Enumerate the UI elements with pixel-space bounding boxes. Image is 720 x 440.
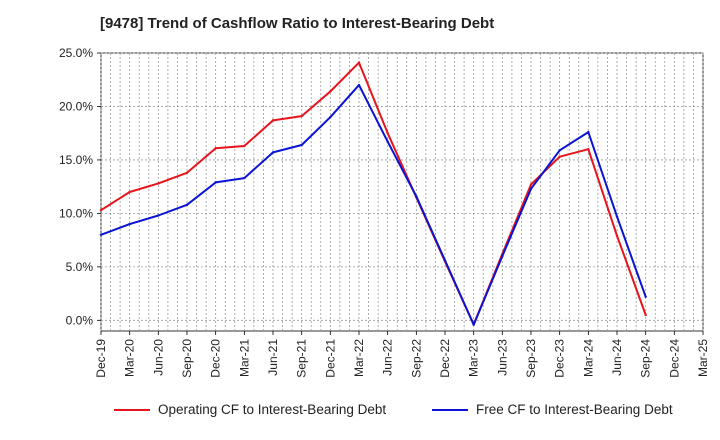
series-point-1 [415,195,418,198]
series-line-0 [100,61,647,326]
x-tick-label: Mar-25 [696,339,710,377]
series-point-1 [501,254,504,258]
x-tick-label: Dec-24 [667,339,681,378]
series-point-1 [243,176,246,180]
y-tick-label: 5.0% [66,260,94,274]
series-point-0 [615,234,619,238]
x-tick-label: Sep-24 [639,339,653,378]
series-point-1 [300,143,303,147]
series-point-0 [386,131,389,135]
x-tick-label: Dec-22 [438,339,452,378]
series-point-0 [529,183,533,186]
series-point-0 [357,61,361,64]
x-tick-label: Mar-21 [237,339,251,377]
plot-area [100,52,704,332]
series-point-1 [644,295,647,298]
series-point-0 [644,313,647,317]
series-point-0 [300,114,303,118]
x-tick-label: Mar-20 [123,339,137,377]
x-tick-label: Mar-24 [581,339,595,377]
series-point-0 [185,171,189,174]
series-point-0 [558,155,561,158]
legend-swatch-operating-cf [114,408,150,411]
y-tick-label: 20.0% [59,99,93,113]
series-point-1 [558,149,561,152]
series-line-1 [100,84,647,326]
series-point-1 [214,181,217,184]
series-point-1 [615,215,619,218]
x-tick-label: Dec-19 [94,339,108,378]
series-point-0 [243,144,246,148]
x-tick-label: Jun-23 [495,339,509,376]
x-tick-label: Dec-21 [323,339,337,378]
y-tick-label: 15.0% [59,153,93,167]
legend-swatch-free-cf [432,408,468,411]
x-tick-label: Sep-20 [180,339,194,378]
series-point-1 [128,222,131,226]
series-point-1 [529,187,533,190]
y-tick-label: 10.0% [59,206,93,220]
series-point-0 [587,148,590,151]
series-point-0 [157,182,160,185]
series-point-1 [472,323,475,326]
x-tick-label: Sep-21 [295,339,309,378]
x-tick-label: Dec-20 [209,339,223,378]
series-point-0 [271,119,275,122]
x-tick-label: Jun-21 [266,339,280,376]
series-point-1 [99,233,103,236]
x-tick-label: Sep-23 [524,339,538,378]
series-point-0 [214,146,217,150]
legend-label-free-cf: Free CF to Interest-Bearing Debt [476,402,673,417]
series-point-1 [185,203,189,207]
series-point-1 [157,214,160,217]
series-point-1 [357,83,361,87]
legend-label-operating-cf: Operating CF to Interest-Bearing Debt [158,402,387,417]
y-tick-label: 0.0% [66,313,94,327]
x-tick-label: Dec-23 [553,339,567,378]
x-tick-label: Jun-20 [151,339,165,376]
chart-legend: Operating CF to Interest-Bearing Debt Fr… [0,402,720,426]
series-point-1 [329,115,332,119]
series-point-0 [99,208,103,212]
series-point-1 [587,130,590,134]
x-tick-label: Jun-22 [381,339,395,376]
x-tick-label: Mar-22 [352,339,366,377]
series-point-1 [443,259,447,262]
series-point-0 [128,190,131,194]
legend-item-operating-cf: Operating CF to Interest-Bearing Debt [114,402,386,417]
y-tick-label: 25.0% [59,46,93,60]
x-tick-label: Sep-22 [409,339,423,378]
series-point-1 [271,151,275,154]
x-tick-label: Mar-23 [467,339,481,377]
legend-item-free-cf: Free CF to Interest-Bearing Debt [432,402,673,417]
chart-title: [9478] Trend of Cashflow Ratio to Intere… [100,15,495,32]
series-point-1 [386,140,389,143]
series-point-0 [329,90,332,93]
x-tick-label: Jun-24 [610,339,624,376]
